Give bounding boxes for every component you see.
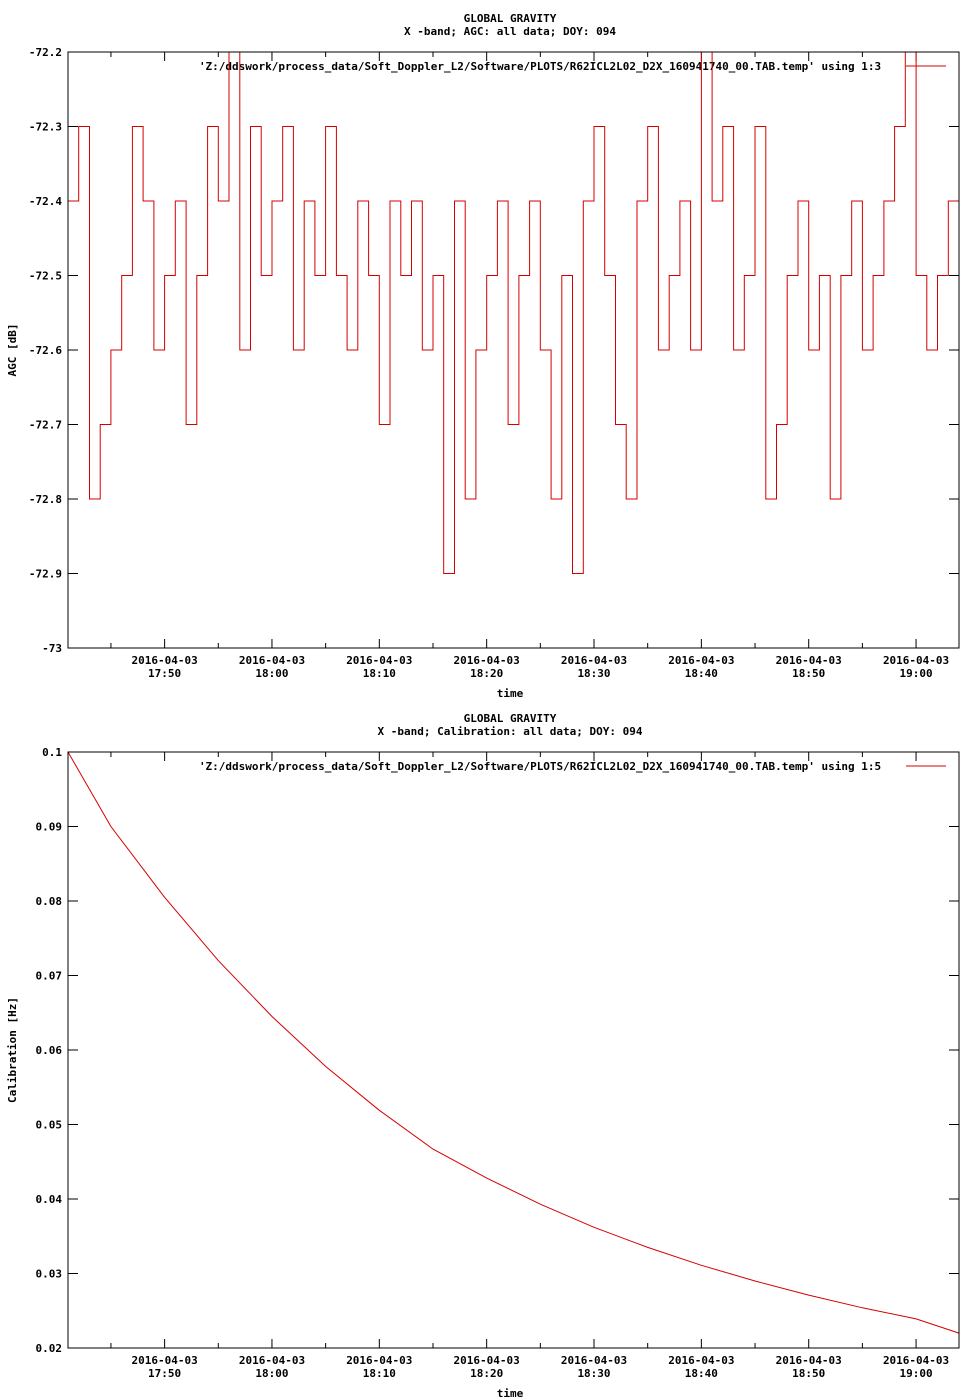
agc-y-tick-label: -72.2 xyxy=(29,46,62,59)
agc-legend-label: 'Z:/ddswork/process_data/Soft_Doppler_L2… xyxy=(199,60,881,73)
agc-plot-panel: GLOBAL GRAVITY X -band; AGC: all data; D… xyxy=(6,12,960,700)
agc-y-tick-label: -72.6 xyxy=(29,344,62,357)
agc-y-tick-label: -72.5 xyxy=(29,270,62,283)
agc-x-tick-time: 18:50 xyxy=(792,667,825,680)
agc-y-tick-label: -72.4 xyxy=(29,195,62,208)
calibration-x-tick-time: 18:10 xyxy=(363,1367,396,1380)
calibration-x-tick-time: 18:20 xyxy=(470,1367,503,1380)
calibration-x-tick-date: 2016-04-03 xyxy=(668,1354,734,1367)
agc-plot-subtitle: X -band; AGC: all data; DOY: 094 xyxy=(404,25,616,38)
calibration-y-tick-label: 0.07 xyxy=(36,970,63,983)
agc-series-line xyxy=(68,51,960,574)
calibration-x-tick-date: 2016-04-03 xyxy=(239,1354,305,1367)
agc-y-tick-labels: -72.2 -72.3 -72.4 -72.5 -72.6 -72.7 -72.8 -72.9… xyxy=(29,46,62,655)
calibration-x-tick-time: 17:50 xyxy=(148,1367,181,1380)
agc-x-tick-date: 2016-04-03 xyxy=(776,654,842,667)
agc-x-tick-time: 18:00 xyxy=(255,667,288,680)
calibration-legend-label: 'Z:/ddswork/process_data/Soft_Doppler_L2… xyxy=(199,760,881,773)
agc-x-tick-date: 2016-04-03 xyxy=(883,654,949,667)
calibration-series-group xyxy=(67,751,960,1334)
agc-y-tick-label: -72.9 xyxy=(29,568,62,581)
calibration-y-axis-label: Calibration [Hz] xyxy=(6,997,19,1103)
calibration-plot-panel: GLOBAL GRAVITY X -band; Calibration: all… xyxy=(6,712,960,1400)
agc-y-tick-label: -72.7 xyxy=(29,419,62,432)
calibration-x-tick-time: 18:40 xyxy=(685,1367,718,1380)
agc-x-axis-label: time xyxy=(497,687,524,700)
calibration-x-tick-date: 2016-04-03 xyxy=(883,1354,949,1367)
agc-x-tick-date: 2016-04-03 xyxy=(346,654,412,667)
calibration-x-tick-date: 2016-04-03 xyxy=(346,1354,412,1367)
agc-y-tick-label: -72.3 xyxy=(29,121,62,134)
calibration-x-tick-time: 18:00 xyxy=(255,1367,288,1380)
calibration-plot-frame xyxy=(67,751,960,1349)
agc-y-tick-label: -73 xyxy=(42,642,62,655)
calibration-x-tick-date: 2016-04-03 xyxy=(131,1354,197,1367)
agc-x-tick-date: 2016-04-03 xyxy=(454,654,520,667)
agc-x-tick-time: 17:50 xyxy=(148,667,181,680)
agc-x-tick-labels: 2016-04-0317:502016-04-0318:002016-04-03… xyxy=(131,654,949,680)
calibration-y-tick-labels: 0.1 0.09 0.08 0.07 0.06 0.05 0.04 0.03 0.02 xyxy=(36,746,63,1355)
calibration-x-tick-time: 18:50 xyxy=(792,1367,825,1380)
agc-series-group xyxy=(68,51,960,574)
calibration-x-tick-time: 19:00 xyxy=(899,1367,932,1380)
calibration-x-tick-date: 2016-04-03 xyxy=(776,1354,842,1367)
agc-x-tick-date: 2016-04-03 xyxy=(668,654,734,667)
agc-x-tick-time: 19:00 xyxy=(899,667,932,680)
calibration-x-tick-labels: 2016-04-0317:502016-04-0318:002016-04-03… xyxy=(131,1354,949,1380)
calibration-x-axis-label: time xyxy=(497,1387,524,1400)
calibration-plot-subtitle: X -band; Calibration: all data; DOY: 094 xyxy=(378,725,643,738)
agc-x-tick-time: 18:10 xyxy=(363,667,396,680)
agc-x-tick-time: 18:20 xyxy=(470,667,503,680)
calibration-y-tick-label: 0.06 xyxy=(36,1044,63,1057)
agc-tick-marks xyxy=(68,51,959,649)
agc-y-axis-label: AGC [dB] xyxy=(6,324,19,377)
calibration-x-tick-time: 18:30 xyxy=(577,1367,610,1380)
agc-x-tick-date: 2016-04-03 xyxy=(239,654,305,667)
calibration-y-tick-label: 0.1 xyxy=(42,746,62,759)
agc-y-tick-label: -72.8 xyxy=(29,493,62,506)
calibration-x-tick-date: 2016-04-03 xyxy=(561,1354,627,1367)
agc-plot-frame xyxy=(67,51,960,649)
agc-x-tick-time: 18:40 xyxy=(685,667,718,680)
agc-plot-title: GLOBAL GRAVITY xyxy=(464,12,557,25)
calibration-y-tick-label: 0.09 xyxy=(36,821,63,834)
calibration-tick-marks xyxy=(68,751,959,1349)
calibration-y-tick-label: 0.08 xyxy=(36,895,63,908)
calibration-series-line xyxy=(67,751,960,1334)
agc-x-tick-time: 18:30 xyxy=(577,667,610,680)
agc-x-tick-date: 2016-04-03 xyxy=(561,654,627,667)
calibration-x-tick-date: 2016-04-03 xyxy=(454,1354,520,1367)
calibration-y-tick-label: 0.03 xyxy=(36,1268,63,1281)
calibration-plot-title: GLOBAL GRAVITY xyxy=(464,712,557,725)
calibration-y-tick-label: 0.05 xyxy=(36,1119,63,1132)
calibration-y-tick-label: 0.02 xyxy=(36,1342,63,1355)
agc-x-tick-date: 2016-04-03 xyxy=(131,654,197,667)
calibration-y-tick-label: 0.04 xyxy=(36,1193,63,1206)
